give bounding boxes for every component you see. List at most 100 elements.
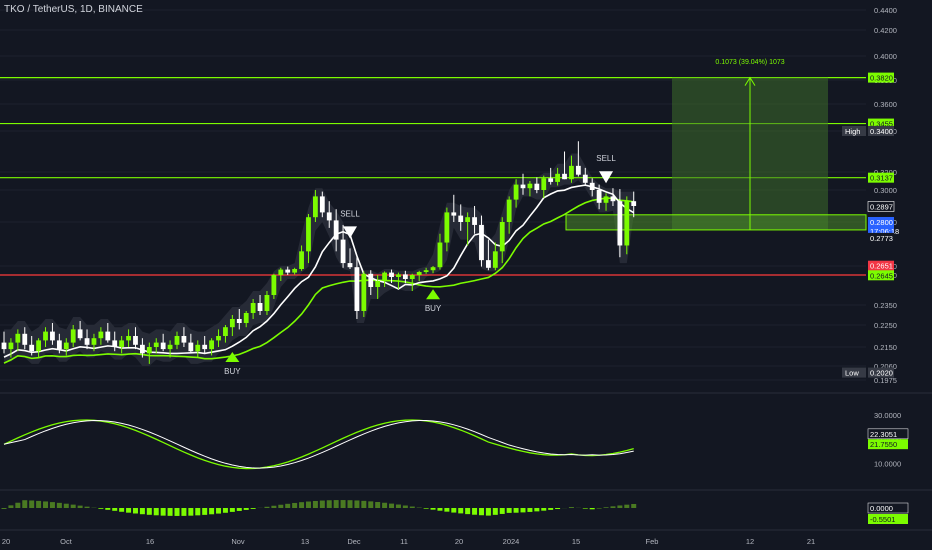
histogram-bar <box>340 500 346 508</box>
hist-badge <box>867 502 909 514</box>
x-tick-label: 21 <box>807 537 815 546</box>
x-tick-label: 20 <box>2 537 10 546</box>
candle-body <box>77 329 83 339</box>
histogram-bar <box>222 508 228 513</box>
histogram-bar <box>347 500 353 508</box>
histogram-bar <box>36 500 42 508</box>
measure-label: 0.1073 (39.04%) 1073 <box>715 59 784 66</box>
candle-body <box>499 222 505 252</box>
osc-badge-text: 21.7550 <box>870 440 897 449</box>
histogram-bar <box>43 501 49 508</box>
candle-body <box>396 274 401 277</box>
price-badge <box>868 172 894 183</box>
candle-body <box>264 295 270 311</box>
candle-body <box>306 217 311 252</box>
candle-body <box>188 342 194 352</box>
histogram-bar <box>472 508 478 515</box>
candle-body <box>112 340 118 347</box>
price-badge-text: 0.2651 <box>870 262 893 271</box>
candle-body <box>167 344 173 350</box>
x-tick-label: Dec <box>347 537 361 546</box>
candle-body <box>8 342 14 350</box>
histogram-bar <box>77 505 83 508</box>
histogram-bar <box>395 504 401 508</box>
candle-body <box>486 260 491 268</box>
price-badge-text: 0.2897 <box>870 202 893 211</box>
y-tick-label: 0.3000 <box>874 186 897 195</box>
price-badge <box>868 232 894 243</box>
histogram-bar <box>451 508 457 513</box>
sell-signal-label: SELL <box>340 209 360 218</box>
x-tick-label: 15 <box>572 537 580 546</box>
candle-body <box>133 336 138 345</box>
histogram-bar <box>382 502 388 508</box>
candle-body <box>36 340 41 352</box>
candle-body <box>589 182 595 190</box>
hist-badge-text: -0.5501 <box>870 515 895 524</box>
histogram-bar <box>174 508 180 516</box>
candle-body <box>50 331 55 341</box>
hist-badge <box>868 514 908 524</box>
histogram-bar <box>56 502 62 508</box>
x-tick-label: Feb <box>646 537 659 546</box>
histogram-bar <box>361 500 367 508</box>
osc-tick-label: 10.0000 <box>874 460 901 469</box>
candle-body <box>292 269 298 273</box>
price-badge-text: 0.2645 <box>870 271 893 280</box>
candle-body <box>105 331 111 341</box>
candle-body <box>119 340 125 347</box>
candle-body <box>56 340 62 350</box>
histogram-bar <box>84 506 90 508</box>
price-badge-prefix-bg <box>842 126 866 136</box>
histogram-bar <box>98 508 104 509</box>
histogram-bar <box>250 508 256 509</box>
hist-badge-text: 0.0000 <box>870 504 893 513</box>
candle-body <box>285 269 291 273</box>
histogram-bar <box>555 508 561 510</box>
histogram-bar <box>167 508 173 516</box>
candle-body <box>1 342 7 350</box>
candle-body <box>326 212 332 221</box>
osc-badge-text: 22.3051 <box>870 430 897 439</box>
candle-body <box>430 267 436 271</box>
histogram-bar <box>520 508 526 513</box>
y-tick-label: 0.4000 <box>874 52 897 61</box>
candle-body <box>250 303 256 313</box>
histogram-bar <box>541 508 547 511</box>
candle-body <box>140 344 145 354</box>
y-tick-label: 0.2250 <box>874 321 897 330</box>
histogram-bar <box>243 508 249 510</box>
candle-body <box>126 336 131 341</box>
histogram-bar <box>229 508 235 512</box>
osc-tick-label: 30.0000 <box>874 411 901 420</box>
histogram-bar <box>478 508 484 516</box>
candle-body <box>451 212 457 216</box>
histogram-bar <box>492 508 498 515</box>
histogram-bar <box>631 503 637 508</box>
osc-badge <box>868 439 908 450</box>
candle-body <box>409 275 415 279</box>
histogram-bar <box>132 508 138 514</box>
price-badge <box>868 126 894 136</box>
buy-signal-icon <box>426 289 441 300</box>
histogram-bar <box>610 506 616 508</box>
sell-signal-icon <box>343 226 357 239</box>
histogram-bar <box>603 507 609 508</box>
histogram-bar <box>409 506 415 508</box>
sell-signal-icon <box>599 171 614 184</box>
candle-body <box>423 270 429 272</box>
candle-body <box>319 196 325 213</box>
histogram-bar <box>285 503 291 508</box>
histogram-bar <box>146 508 152 515</box>
histogram-bar <box>368 501 374 508</box>
histogram-bar <box>624 504 630 508</box>
y-tick-label: 0.4400 <box>874 6 897 15</box>
histogram-bar <box>333 500 339 508</box>
histogram-bar <box>402 505 408 508</box>
histogram-bar <box>126 508 132 513</box>
histogram-bar <box>444 508 450 512</box>
price-badge-prefix-bg <box>842 367 866 378</box>
price-badge <box>868 217 894 227</box>
buy-signal-label: BUY <box>224 367 241 376</box>
candle-body <box>181 336 187 343</box>
